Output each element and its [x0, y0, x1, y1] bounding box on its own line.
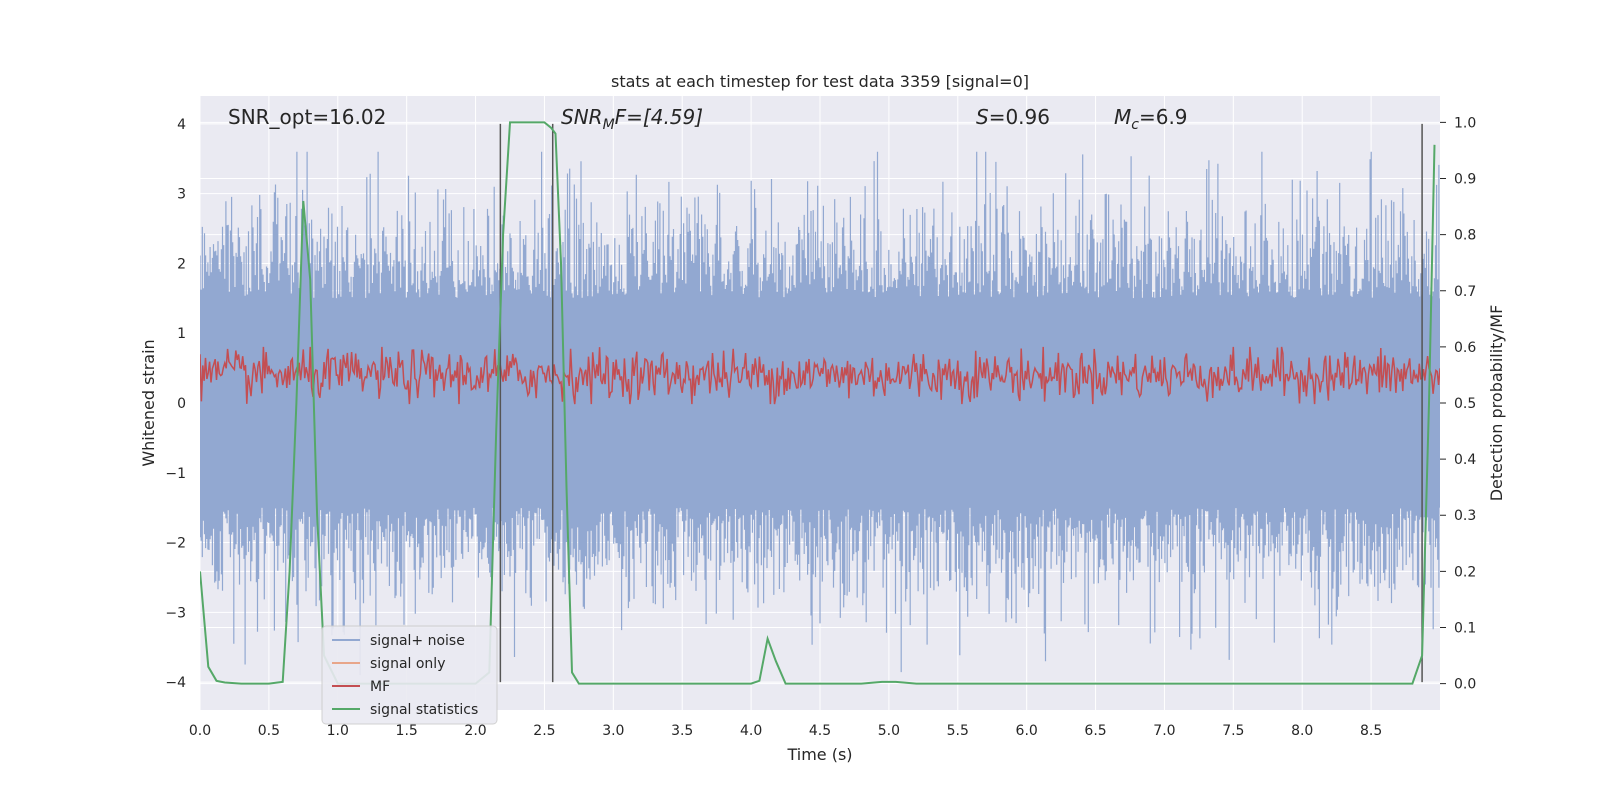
y-tick-label-left: −1	[165, 466, 186, 482]
y-tick-label-right: 0.8	[1454, 228, 1476, 244]
x-tick-label: 6.5	[1084, 723, 1106, 739]
x-tick-label: 4.0	[740, 723, 762, 739]
s-rest: =0.96	[989, 105, 1050, 129]
x-tick-label: 5.5	[947, 723, 969, 739]
y-tick-label-left: 1	[177, 326, 186, 342]
legend: signal+ noise signal only MF signal stat…	[321, 625, 498, 725]
y-tick-label-right: 0.3	[1454, 508, 1476, 524]
y-tick-label-left: −2	[165, 536, 186, 552]
signal-noise-line	[200, 151, 1440, 676]
y-tick-label-left: −3	[165, 605, 186, 621]
mf-series	[200, 346, 1440, 405]
x-tick-label: 8.5	[1360, 723, 1382, 739]
y-tick-label-right: 1.0	[1454, 115, 1476, 131]
x-tick-label: 6.0	[1016, 723, 1038, 739]
y-tick-label-right: 0.7	[1454, 284, 1476, 300]
y-tick-label-left: 0	[177, 396, 186, 412]
y-tick-label-right: 0.0	[1454, 677, 1476, 693]
legend-label-signal-only: signal only	[370, 656, 445, 672]
s-var: S	[976, 105, 989, 129]
x-tick-label: 0.0	[189, 723, 211, 739]
x-tick-label: 0.5	[258, 723, 280, 739]
x-tick-label: 8.0	[1291, 723, 1313, 739]
x-tick-label: 2.5	[533, 723, 555, 739]
legend-label-mf: MF	[370, 679, 390, 695]
signal-statistics-series	[200, 121, 1436, 685]
y-tick-label-right: 0.2	[1454, 564, 1476, 580]
y-tick-label-right: 0.6	[1454, 340, 1476, 356]
y-tick-label-right: 0.9	[1454, 172, 1476, 188]
legend-box	[321, 625, 498, 725]
y-tick-label-left: 2	[177, 256, 186, 272]
x-tick-label: 2.0	[464, 723, 486, 739]
signal-statistics-line	[200, 121, 1436, 685]
legend-label-signal-noise: signal+ noise	[370, 633, 465, 649]
x-tick-label: 5.0	[878, 723, 900, 739]
y-tick-label-right: 0.4	[1454, 452, 1476, 468]
y-tick-label-left: 3	[177, 187, 186, 203]
vertical-markers	[499, 123, 1423, 683]
x-tick-label: 3.5	[671, 723, 693, 739]
annotation-snr-mf: SNRMF=[4.59]	[561, 105, 703, 133]
y-axis-label-right: Detection probability/MF	[1487, 305, 1506, 502]
y-tick-label-left: −4	[165, 675, 186, 691]
mc-sub: c	[1131, 117, 1139, 133]
x-tick-label: 7.0	[1153, 723, 1175, 739]
y-axis-label-left: Whitened strain	[139, 339, 158, 466]
mc-var: M	[1114, 105, 1131, 129]
annotation-mc: Mc=6.9	[1114, 105, 1188, 133]
x-tick-label: 7.5	[1222, 723, 1244, 739]
x-axis-label: Time (s)	[786, 745, 852, 764]
annotation-snr-opt: SNR_opt=16.02	[228, 105, 386, 129]
signal-noise-series	[200, 151, 1440, 676]
y-tick-label-right: 0.5	[1454, 396, 1476, 412]
x-ticks: 0.0 0.5 1.0 1.5 2.0 2.5 3.0 3.5 4.0 4.5 5.0 5.5 6.0 6…	[189, 723, 1382, 739]
x-tick-label: 4.5	[809, 723, 831, 739]
x-tick-label: 3.0	[602, 723, 624, 739]
annotation-s: S=0.96	[976, 105, 1050, 129]
legend-label-signal-statistics: signal statistics	[370, 702, 478, 718]
snr-mf-sub: M	[603, 117, 615, 133]
x-tick-label: 1.5	[396, 723, 418, 739]
y-tick-label-right: 0.1	[1454, 620, 1476, 636]
mc-rest: =6.9	[1139, 105, 1188, 129]
y-ticks-right: 1.0 0.9 0.8 0.7 0.6 0.5 0.4 0.3 0.2 0.1 0.0	[1440, 115, 1476, 693]
mf-line	[200, 346, 1440, 405]
y-tick-label-left: 4	[177, 117, 186, 133]
y-ticks-left: 4 3 2 1 0 −1 −2 −3 −4	[165, 117, 186, 691]
x-tick-label: 1.0	[327, 723, 349, 739]
snr-mf-main: SNR	[561, 105, 603, 129]
chart-title: stats at each timestep for test data 335…	[611, 72, 1029, 91]
snr-mf-rest-italic: F=[4.59]	[615, 105, 703, 129]
